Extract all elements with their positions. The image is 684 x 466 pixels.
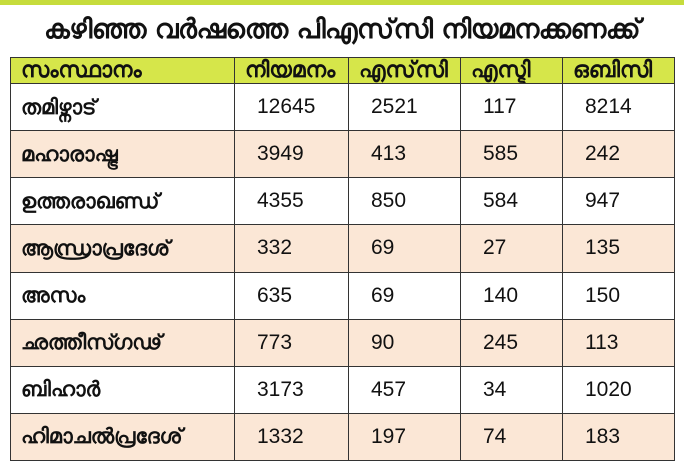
cell-state: ഹിമാചൽപ്രദേശ് (10, 412, 235, 462)
cell-sc: 850 (348, 177, 461, 226)
table-row: ഉത്തരാഖണ്ഡ് 4355 850 584 947 (10, 177, 675, 226)
cell-appointments: 12645 (234, 82, 349, 132)
table-row: ഛത്തീസ്ഗഢ് 773 90 245 113 (10, 318, 675, 367)
cell-state: ഉത്തരാഖണ്ഡ് (10, 177, 235, 226)
page-title: കഴിഞ്ഞ വർഷത്തെ പിഎസ്‌സി നിയമനക്കണക്ക് (43, 14, 641, 45)
cell-appointments: 1332 (234, 412, 349, 462)
cell-appointments: 4355 (234, 177, 349, 226)
cell-st: 117 (460, 82, 563, 132)
table-row: അസം 635 69 140 150 (10, 271, 675, 320)
cell-obc: 183 (562, 412, 675, 462)
cell-state: തമിഴ്നാട് (10, 82, 235, 132)
table-row: ബിഹാർ 3173 457 34 1020 (10, 365, 675, 414)
cell-sc: 413 (348, 130, 461, 179)
psc-appointments-table: സംസ്ഥാനം നിയമനം എസ്‌സി എസ്ടി ഒബിസി തമിഴ്… (10, 57, 675, 462)
header-sc: എസ്‌സി (348, 57, 461, 84)
table-row: ആന്ധ്രാപ്രദേശ് 332 69 27 135 (10, 224, 675, 273)
table-row: മഹാരാഷ്ട്ര 3949 413 585 242 (10, 130, 675, 179)
cell-sc: 457 (348, 365, 461, 414)
cell-state: ആന്ധ്രാപ്രദേശ് (10, 224, 235, 273)
cell-obc: 242 (562, 130, 675, 179)
cell-obc: 113 (562, 318, 675, 367)
cell-appointments: 635 (234, 271, 349, 320)
table-row: തമിഴ്നാട് 12645 2521 117 8214 (10, 82, 675, 132)
cell-state: അസം (10, 271, 235, 320)
cell-obc: 1020 (562, 365, 675, 414)
cell-appointments: 3173 (234, 365, 349, 414)
cell-st: 245 (460, 318, 563, 367)
cell-st: 27 (460, 224, 563, 273)
header-obc: ഒബിസി (562, 57, 675, 84)
header-appointments: നിയമനം (234, 57, 349, 84)
table-header-row: സംസ്ഥാനം നിയമനം എസ്‌സി എസ്ടി ഒബിസി (10, 57, 675, 84)
cell-appointments: 773 (234, 318, 349, 367)
cell-st: 584 (460, 177, 563, 226)
cell-obc: 150 (562, 271, 675, 320)
top-accent-bar (0, 0, 684, 5)
cell-state: മഹാരാഷ്ട്ര (10, 130, 235, 179)
cell-sc: 69 (348, 271, 461, 320)
header-st: എസ്ടി (460, 57, 563, 84)
cell-st: 34 (460, 365, 563, 414)
cell-st: 140 (460, 271, 563, 320)
cell-st: 74 (460, 412, 563, 462)
cell-obc: 135 (562, 224, 675, 273)
cell-state: ഛത്തീസ്ഗഢ് (10, 318, 235, 367)
cell-appointments: 332 (234, 224, 349, 273)
cell-appointments: 3949 (234, 130, 349, 179)
cell-state: ബിഹാർ (10, 365, 235, 414)
cell-st: 585 (460, 130, 563, 179)
cell-sc: 69 (348, 224, 461, 273)
cell-sc: 197 (348, 412, 461, 462)
cell-obc: 8214 (562, 82, 675, 132)
cell-obc: 947 (562, 177, 675, 226)
table-row: ഹിമാചൽപ്രദേശ് 1332 197 74 183 (10, 412, 675, 462)
cell-sc: 2521 (348, 82, 461, 132)
header-state: സംസ്ഥാനം (10, 57, 235, 84)
cell-sc: 90 (348, 318, 461, 367)
